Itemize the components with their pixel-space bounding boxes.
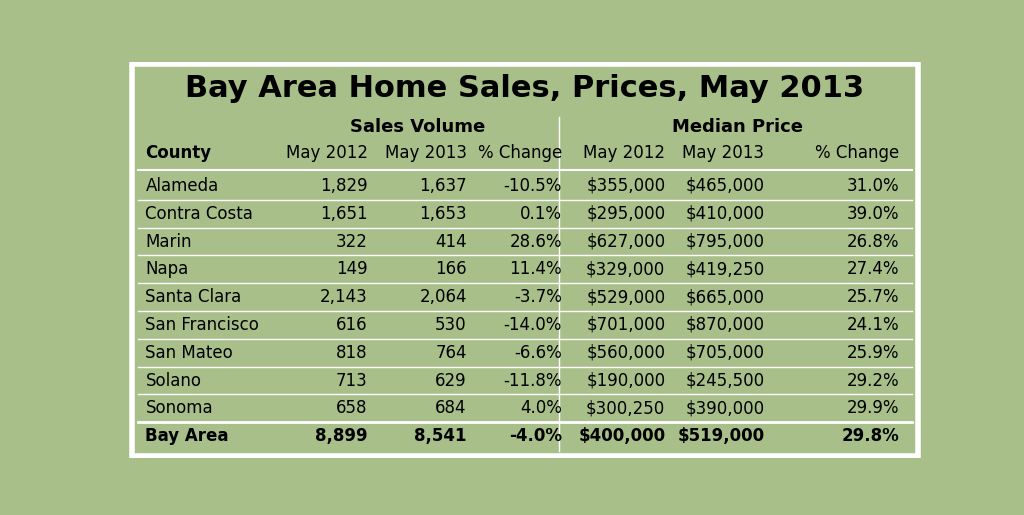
Text: $410,000: $410,000 xyxy=(685,205,765,223)
Text: 658: 658 xyxy=(336,399,368,417)
Text: Contra Costa: Contra Costa xyxy=(145,205,253,223)
Text: 8,541: 8,541 xyxy=(415,427,467,445)
Text: 31.0%: 31.0% xyxy=(847,177,899,195)
Text: $560,000: $560,000 xyxy=(587,344,666,362)
Text: $519,000: $519,000 xyxy=(677,427,765,445)
Text: Sonoma: Sonoma xyxy=(145,399,213,417)
Text: $795,000: $795,000 xyxy=(685,233,765,250)
Text: Bay Area: Bay Area xyxy=(145,427,229,445)
Text: 25.7%: 25.7% xyxy=(847,288,899,306)
Text: 1,637: 1,637 xyxy=(419,177,467,195)
Text: Santa Clara: Santa Clara xyxy=(145,288,242,306)
Text: Marin: Marin xyxy=(145,233,191,250)
Text: $705,000: $705,000 xyxy=(685,344,765,362)
Text: 39.0%: 39.0% xyxy=(847,205,899,223)
Text: 29.2%: 29.2% xyxy=(847,371,899,389)
Text: -3.7%: -3.7% xyxy=(514,288,562,306)
Text: 166: 166 xyxy=(435,261,467,278)
Text: 713: 713 xyxy=(336,371,368,389)
Text: 414: 414 xyxy=(435,233,467,250)
Text: $870,000: $870,000 xyxy=(685,316,765,334)
Text: -4.0%: -4.0% xyxy=(509,427,562,445)
Text: 8,899: 8,899 xyxy=(315,427,368,445)
Text: 616: 616 xyxy=(336,316,368,334)
Text: Solano: Solano xyxy=(145,371,202,389)
Text: 629: 629 xyxy=(435,371,467,389)
Text: 1,653: 1,653 xyxy=(419,205,467,223)
Text: -6.6%: -6.6% xyxy=(514,344,562,362)
Text: 27.4%: 27.4% xyxy=(847,261,899,278)
Text: 149: 149 xyxy=(336,261,368,278)
Text: County: County xyxy=(145,144,212,162)
Text: -11.8%: -11.8% xyxy=(504,371,562,389)
Text: $627,000: $627,000 xyxy=(586,233,666,250)
Text: $295,000: $295,000 xyxy=(586,205,666,223)
Text: 1,829: 1,829 xyxy=(321,177,368,195)
Text: Napa: Napa xyxy=(145,261,188,278)
Text: $190,000: $190,000 xyxy=(586,371,666,389)
Text: May 2012: May 2012 xyxy=(286,144,368,162)
Text: Alameda: Alameda xyxy=(145,177,219,195)
Text: 530: 530 xyxy=(435,316,467,334)
Text: 0.1%: 0.1% xyxy=(520,205,562,223)
Text: -10.5%: -10.5% xyxy=(504,177,562,195)
Text: 29.8%: 29.8% xyxy=(842,427,899,445)
Text: 4.0%: 4.0% xyxy=(520,399,562,417)
Text: 25.9%: 25.9% xyxy=(847,344,899,362)
Text: 818: 818 xyxy=(336,344,368,362)
Text: 2,143: 2,143 xyxy=(319,288,368,306)
Text: 764: 764 xyxy=(435,344,467,362)
Text: $390,000: $390,000 xyxy=(685,399,765,417)
Text: $329,000: $329,000 xyxy=(586,261,666,278)
Text: 322: 322 xyxy=(336,233,368,250)
Text: Bay Area Home Sales, Prices, May 2013: Bay Area Home Sales, Prices, May 2013 xyxy=(185,74,864,103)
Text: -14.0%: -14.0% xyxy=(504,316,562,334)
Text: $355,000: $355,000 xyxy=(586,177,666,195)
Text: $419,250: $419,250 xyxy=(685,261,765,278)
Text: % Change: % Change xyxy=(815,144,899,162)
Text: 26.8%: 26.8% xyxy=(847,233,899,250)
Text: $465,000: $465,000 xyxy=(685,177,765,195)
Text: $665,000: $665,000 xyxy=(685,288,765,306)
Text: May 2013: May 2013 xyxy=(385,144,467,162)
Text: San Mateo: San Mateo xyxy=(145,344,233,362)
Text: 24.1%: 24.1% xyxy=(847,316,899,334)
Text: 1,651: 1,651 xyxy=(321,205,368,223)
Text: $400,000: $400,000 xyxy=(579,427,666,445)
Text: $701,000: $701,000 xyxy=(586,316,666,334)
Text: May 2012: May 2012 xyxy=(584,144,666,162)
Text: $300,250: $300,250 xyxy=(586,399,666,417)
Text: 2,064: 2,064 xyxy=(420,288,467,306)
Text: % Change: % Change xyxy=(478,144,562,162)
Text: Sales Volume: Sales Volume xyxy=(350,118,485,136)
Text: $245,500: $245,500 xyxy=(685,371,765,389)
Text: San Francisco: San Francisco xyxy=(145,316,259,334)
Text: 11.4%: 11.4% xyxy=(510,261,562,278)
FancyBboxPatch shape xyxy=(132,64,918,456)
Text: May 2013: May 2013 xyxy=(682,144,765,162)
Text: $529,000: $529,000 xyxy=(586,288,666,306)
Text: 684: 684 xyxy=(435,399,467,417)
Text: 28.6%: 28.6% xyxy=(510,233,562,250)
Text: 29.9%: 29.9% xyxy=(847,399,899,417)
Text: Median Price: Median Price xyxy=(672,118,803,136)
